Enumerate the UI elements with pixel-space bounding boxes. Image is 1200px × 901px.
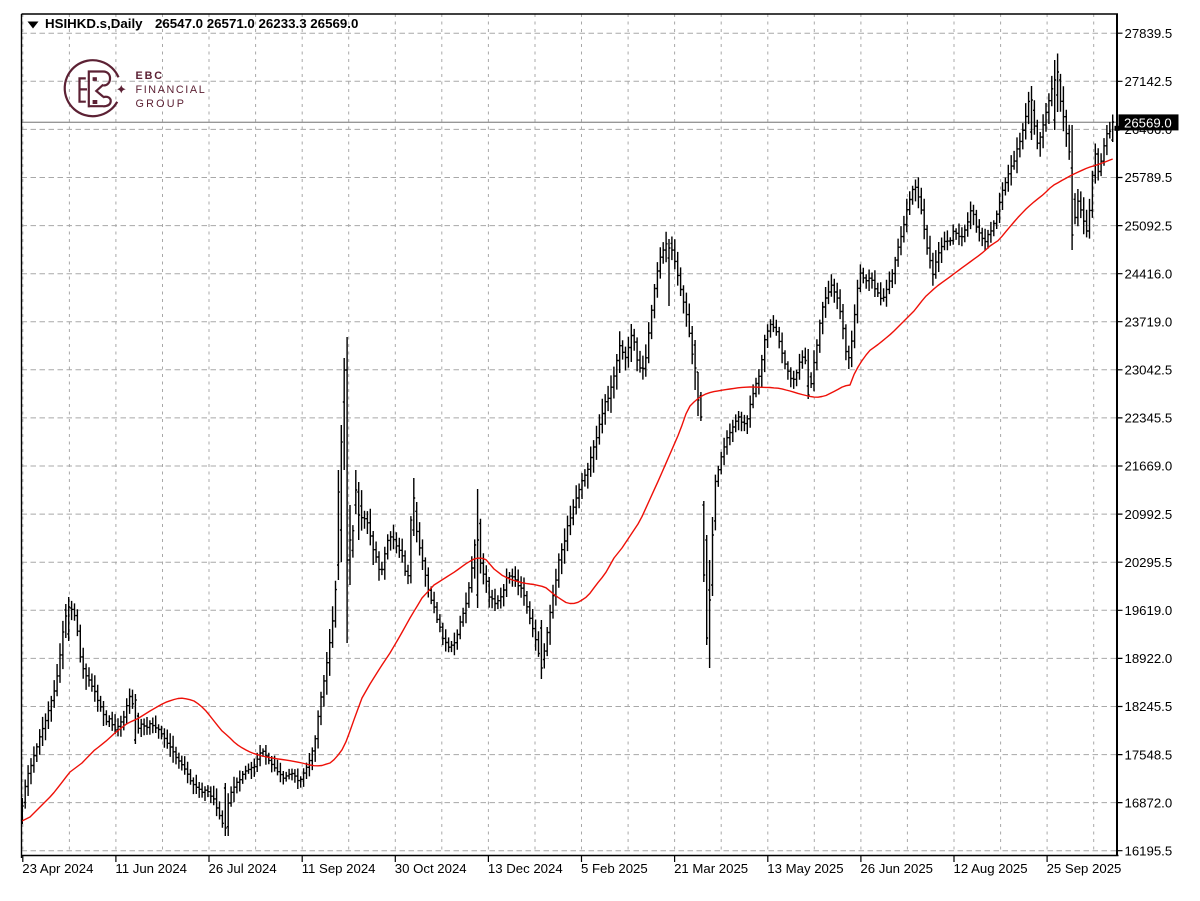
svg-text:22345.5: 22345.5 [1125, 411, 1173, 426]
svg-text:21 Mar 2025: 21 Mar 2025 [674, 861, 748, 876]
svg-text:25092.5: 25092.5 [1125, 218, 1173, 233]
svg-text:23 Apr 2024: 23 Apr 2024 [22, 861, 93, 876]
svg-text:27142.5: 27142.5 [1125, 74, 1173, 89]
svg-text:25789.5: 25789.5 [1125, 170, 1173, 185]
svg-text:25 Sep 2025: 25 Sep 2025 [1047, 861, 1122, 876]
svg-text:30 Oct 2024: 30 Oct 2024 [395, 861, 467, 876]
svg-text:18922.0: 18922.0 [1125, 651, 1173, 666]
svg-text:24416.0: 24416.0 [1125, 266, 1173, 281]
svg-text:17548.5: 17548.5 [1125, 747, 1173, 762]
svg-text:12 Aug 2025: 12 Aug 2025 [954, 861, 1028, 876]
svg-text:FINANCIAL: FINANCIAL [136, 84, 207, 96]
svg-text:20992.5: 20992.5 [1125, 507, 1173, 522]
svg-text:23042.5: 23042.5 [1125, 363, 1173, 378]
svg-text:13 May 2025: 13 May 2025 [767, 861, 843, 876]
svg-text:26 Jul 2024: 26 Jul 2024 [209, 861, 277, 876]
svg-text:11 Sep 2024: 11 Sep 2024 [302, 861, 376, 876]
svg-text:23719.0: 23719.0 [1125, 314, 1173, 329]
svg-text:26547.0 26571.0 26233.3 26569.: 26547.0 26571.0 26233.3 26569.0 [155, 16, 358, 31]
svg-text:5 Feb 2025: 5 Feb 2025 [581, 861, 648, 876]
svg-text:EBC: EBC [136, 70, 165, 82]
svg-text:20295.5: 20295.5 [1125, 555, 1173, 570]
svg-text:19619.0: 19619.0 [1125, 603, 1173, 618]
svg-text:HSIHKD.s,Daily: HSIHKD.s,Daily [45, 16, 143, 31]
svg-text:26 Jun 2025: 26 Jun 2025 [860, 861, 933, 876]
svg-text:16195.5: 16195.5 [1125, 843, 1173, 858]
svg-text:16872.0: 16872.0 [1125, 795, 1173, 810]
svg-text:11 Jun 2024: 11 Jun 2024 [115, 861, 187, 876]
svg-text:21669.0: 21669.0 [1125, 459, 1173, 474]
svg-text:18245.5: 18245.5 [1125, 699, 1173, 714]
svg-text:13 Dec 2024: 13 Dec 2024 [488, 861, 563, 876]
svg-text:26569.0: 26569.0 [1124, 116, 1172, 131]
svg-text:GROUP: GROUP [136, 98, 187, 110]
svg-text:27839.5: 27839.5 [1125, 26, 1173, 41]
